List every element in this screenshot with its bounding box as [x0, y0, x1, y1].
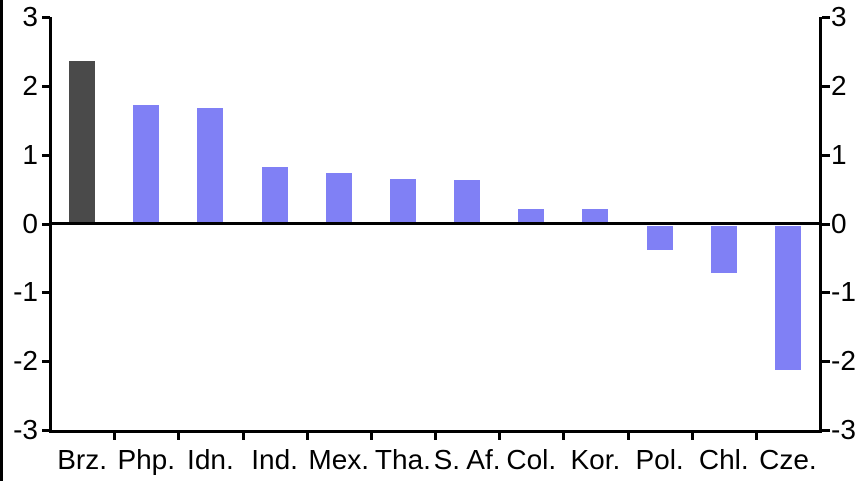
- x-axis-category-label: S. Af.: [433, 444, 501, 475]
- bar-chl: [710, 225, 737, 274]
- y-axis-tick-label-right: -2: [831, 345, 856, 377]
- y-axis-tick-left: [42, 429, 50, 432]
- bar-brz: [69, 60, 96, 223]
- x-axis-tick: [113, 433, 117, 440]
- y-axis-tick-right: [822, 16, 830, 19]
- zero-line: [49, 222, 822, 225]
- x-axis-category-label: Idn.: [187, 444, 234, 475]
- y-axis-tick-label-left: -3: [13, 414, 38, 445]
- y-axis-tick-label-right: 2: [831, 69, 847, 101]
- y-axis-tick-label-right: 0: [831, 207, 847, 239]
- y-axis-tick-left: [42, 153, 50, 157]
- x-axis-category-label: Cze.: [759, 444, 817, 475]
- y-axis-tick-label-right: -3: [831, 414, 856, 445]
- x-axis-category-label: Ind.: [251, 444, 298, 475]
- y-axis-tick-label-right: -1: [831, 276, 856, 308]
- y-axis-tick-label-left: -1: [13, 276, 38, 308]
- y-axis-tick-label-left: 2: [22, 69, 38, 101]
- y-axis-tick-left: [42, 360, 50, 364]
- bar-saf: [454, 179, 481, 223]
- y-axis-tick-right: [822, 222, 830, 226]
- x-axis-tick: [177, 433, 181, 440]
- y-axis-tick-label-left: 0: [22, 207, 38, 239]
- x-axis-category-label: Kor.: [570, 444, 621, 475]
- y-axis-tick-right: [822, 360, 830, 364]
- bar-col: [518, 208, 545, 223]
- x-axis-category-label: Pol.: [635, 444, 684, 475]
- bar-kor: [582, 209, 609, 223]
- y-axis-tick-right: [822, 429, 830, 432]
- y-axis-tick-right: [822, 291, 830, 295]
- x-axis: [49, 430, 822, 433]
- x-axis-tick: [690, 433, 694, 440]
- y-axis-tick-left: [42, 84, 50, 88]
- y-axis-tick-label-left: -2: [13, 345, 38, 377]
- y-axis-tick-label-left: 1: [22, 138, 38, 170]
- y-axis-tick-left: [42, 291, 50, 295]
- x-axis-tick: [305, 433, 309, 440]
- x-axis-category-label: Chl.: [698, 444, 749, 475]
- y-axis-tick-label-right: 3: [831, 1, 847, 32]
- x-axis-tick: [498, 433, 502, 440]
- bar-mex: [325, 172, 352, 223]
- bar-idn: [197, 107, 224, 223]
- bar-ind: [261, 166, 288, 223]
- x-axis-category-label: Mex.: [308, 444, 370, 475]
- y-axis-tick-label-left: 3: [22, 1, 38, 32]
- frame-left-border: [0, 0, 3, 481]
- bar-tha: [389, 179, 416, 223]
- x-axis-category-label: Brz.: [57, 444, 107, 475]
- x-axis-tick: [369, 433, 373, 440]
- x-axis-tick: [434, 433, 437, 440]
- y-axis-tick-left: [42, 222, 50, 226]
- x-axis-tick: [241, 433, 245, 440]
- y-axis-left: [49, 17, 52, 433]
- x-axis-category-label: Tha.: [374, 444, 431, 475]
- x-axis-tick: [754, 433, 758, 440]
- y-axis-right: [819, 17, 822, 433]
- bar-pol: [646, 225, 673, 251]
- y-axis-tick-left: [42, 16, 50, 19]
- x-axis-tick: [562, 433, 566, 440]
- bar-cze: [774, 225, 801, 371]
- x-axis-category-label: Php.: [117, 444, 176, 475]
- bar-php: [133, 105, 160, 223]
- y-axis-tick-right: [822, 153, 830, 157]
- x-axis-tick: [626, 433, 630, 440]
- y-axis-tick-label-right: 1: [831, 138, 847, 170]
- y-axis-tick-right: [822, 84, 830, 88]
- x-axis-category-label: Col.: [506, 444, 557, 475]
